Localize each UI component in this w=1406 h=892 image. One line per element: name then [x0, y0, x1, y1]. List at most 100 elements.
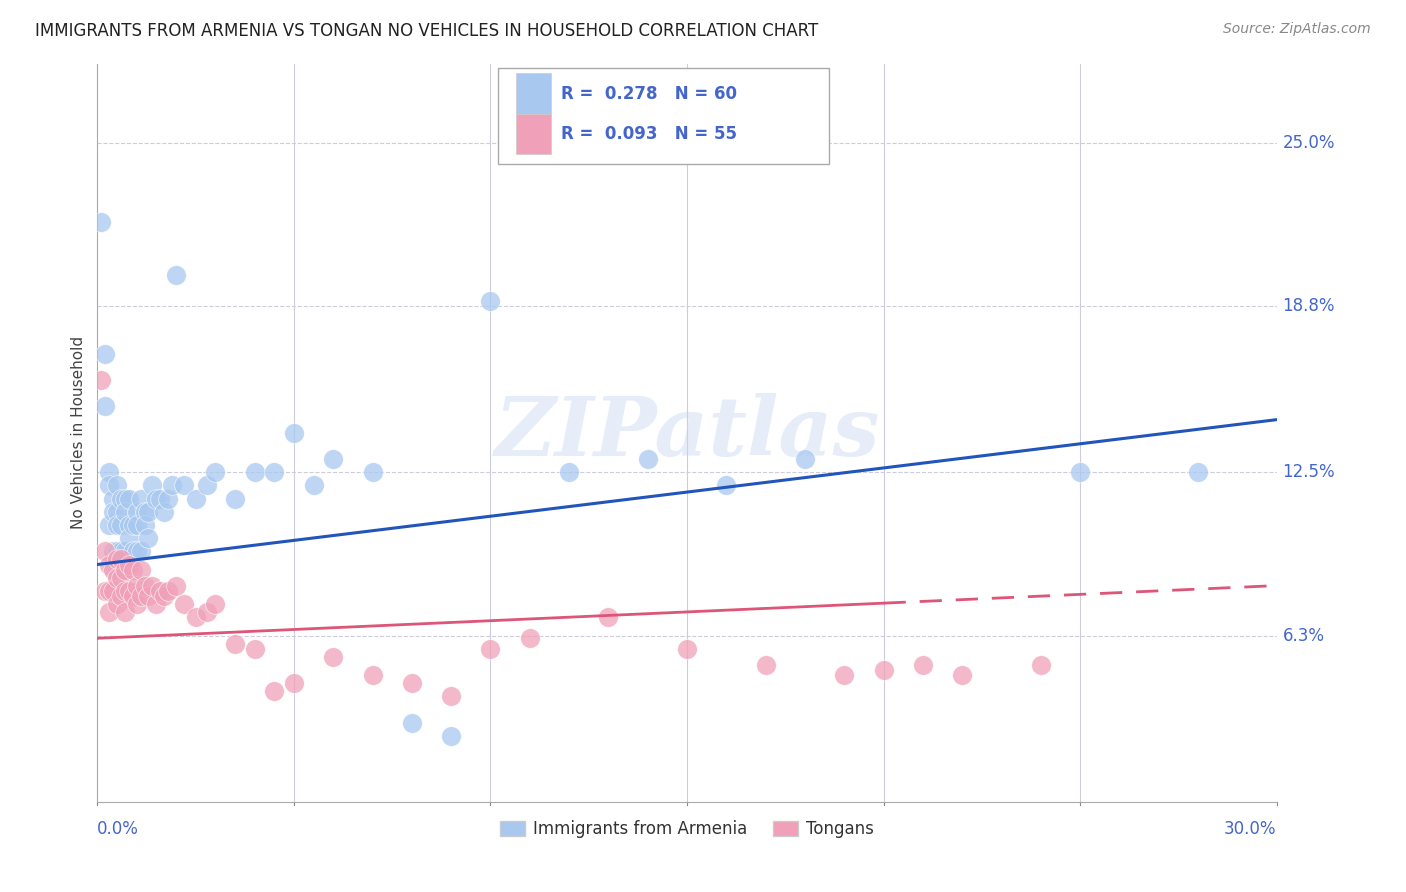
Point	[125, 597, 148, 611]
Text: 0.0%: 0.0%	[97, 820, 139, 838]
Point	[134, 578, 156, 592]
Point	[832, 668, 855, 682]
Point	[110, 571, 132, 585]
Point	[125, 544, 148, 558]
Point	[184, 491, 207, 506]
Point	[204, 597, 226, 611]
Y-axis label: No Vehicles in Household: No Vehicles in Household	[72, 336, 86, 529]
Point	[110, 589, 132, 603]
Point	[283, 425, 305, 440]
Legend: Immigrants from Armenia, Tongans: Immigrants from Armenia, Tongans	[494, 814, 880, 845]
Point	[118, 491, 141, 506]
Point	[125, 505, 148, 519]
Point	[637, 452, 659, 467]
Point	[440, 729, 463, 743]
Point	[98, 605, 121, 619]
Point	[94, 400, 117, 414]
Point	[165, 268, 187, 282]
Point	[105, 597, 128, 611]
Point	[263, 684, 285, 698]
Point	[243, 641, 266, 656]
Point	[114, 563, 136, 577]
Point	[302, 478, 325, 492]
Point	[479, 294, 502, 309]
Point	[110, 518, 132, 533]
Point	[125, 578, 148, 592]
Point	[145, 597, 167, 611]
Point	[322, 452, 344, 467]
Point	[145, 491, 167, 506]
Point	[153, 589, 176, 603]
Point	[121, 518, 143, 533]
Point	[872, 663, 894, 677]
Point	[361, 466, 384, 480]
Point	[197, 478, 219, 492]
Text: R =  0.278   N = 60: R = 0.278 N = 60	[561, 85, 737, 103]
Point	[125, 518, 148, 533]
Point	[114, 505, 136, 519]
Point	[440, 690, 463, 704]
Point	[121, 544, 143, 558]
Point	[479, 641, 502, 656]
Point	[101, 505, 124, 519]
Point	[224, 491, 246, 506]
Point	[361, 668, 384, 682]
Point	[129, 563, 152, 577]
Point	[101, 491, 124, 506]
Point	[519, 632, 541, 646]
Point	[114, 491, 136, 506]
Point	[149, 491, 172, 506]
Point	[134, 505, 156, 519]
Point	[153, 505, 176, 519]
Point	[101, 544, 124, 558]
Text: 12.5%: 12.5%	[1282, 463, 1336, 482]
Point	[90, 373, 112, 387]
Point	[197, 605, 219, 619]
Point	[98, 583, 121, 598]
FancyBboxPatch shape	[498, 68, 828, 163]
Point	[121, 563, 143, 577]
Point	[794, 452, 817, 467]
Point	[157, 583, 180, 598]
Point	[1187, 466, 1209, 480]
Point	[1069, 466, 1091, 480]
FancyBboxPatch shape	[516, 73, 551, 114]
Point	[98, 558, 121, 572]
Point	[114, 583, 136, 598]
Point	[129, 589, 152, 603]
Point	[98, 478, 121, 492]
Point	[322, 649, 344, 664]
Point	[558, 466, 581, 480]
Point	[105, 518, 128, 533]
Point	[676, 641, 699, 656]
Point	[101, 583, 124, 598]
Point	[129, 544, 152, 558]
Point	[121, 589, 143, 603]
Point	[224, 636, 246, 650]
FancyBboxPatch shape	[516, 114, 551, 154]
Point	[716, 478, 738, 492]
Point	[204, 466, 226, 480]
Point	[114, 544, 136, 558]
Point	[110, 552, 132, 566]
Text: 25.0%: 25.0%	[1282, 134, 1336, 152]
Text: ZIPatlas: ZIPatlas	[495, 392, 880, 473]
Text: 18.8%: 18.8%	[1282, 297, 1336, 316]
Point	[755, 657, 778, 672]
Point	[105, 478, 128, 492]
Text: 30.0%: 30.0%	[1225, 820, 1277, 838]
Point	[94, 583, 117, 598]
Point	[173, 597, 195, 611]
Point	[149, 583, 172, 598]
Point	[157, 491, 180, 506]
Point	[134, 518, 156, 533]
Text: Source: ZipAtlas.com: Source: ZipAtlas.com	[1223, 22, 1371, 37]
Point	[118, 518, 141, 533]
Point	[105, 505, 128, 519]
Point	[950, 668, 973, 682]
Point	[243, 466, 266, 480]
Point	[263, 466, 285, 480]
Point	[90, 215, 112, 229]
Point	[98, 518, 121, 533]
Point	[114, 605, 136, 619]
